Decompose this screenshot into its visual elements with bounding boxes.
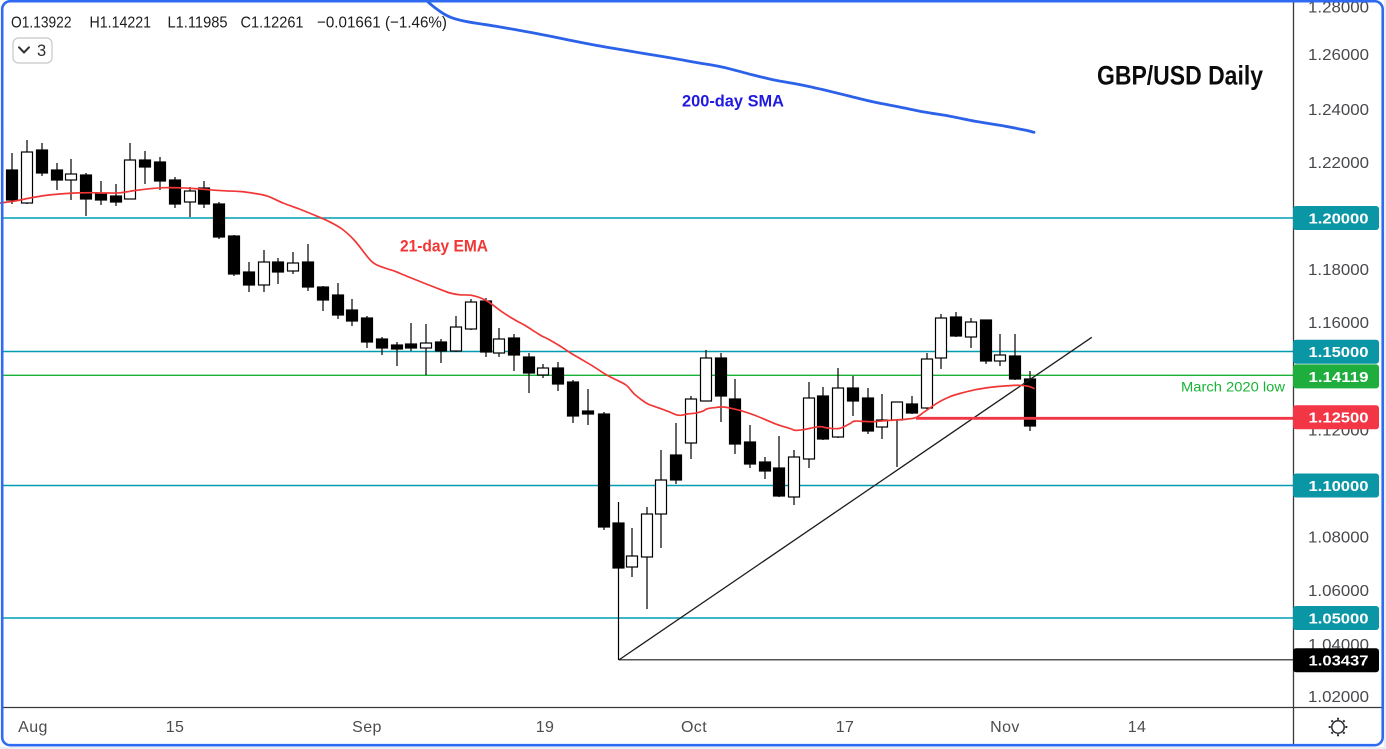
svg-text:Oct: Oct: [681, 719, 707, 736]
svg-text:1.02000: 1.02000: [1308, 689, 1369, 706]
svg-text:17: 17: [836, 719, 855, 736]
svg-text:19: 19: [536, 719, 555, 736]
svg-text:1.14119: 1.14119: [1309, 369, 1369, 386]
svg-text:1.22000: 1.22000: [1308, 155, 1369, 172]
svg-text:1.16000: 1.16000: [1308, 315, 1369, 332]
svg-text:21-day EMA: 21-day EMA: [400, 238, 488, 256]
svg-text:H1.14221: H1.14221: [90, 15, 152, 32]
svg-text:14: 14: [1128, 719, 1147, 736]
svg-text:C1.12261: C1.12261: [241, 15, 304, 32]
svg-text:GBP/USD Daily: GBP/USD Daily: [1097, 61, 1263, 91]
svg-text:3: 3: [37, 42, 46, 60]
svg-text:1.10000: 1.10000: [1309, 478, 1369, 495]
svg-text:1.26000: 1.26000: [1308, 47, 1369, 64]
svg-text:March 2020 low: March 2020 low: [1181, 379, 1286, 395]
svg-text:1.06000: 1.06000: [1308, 583, 1369, 600]
svg-text:1.05000: 1.05000: [1309, 610, 1369, 627]
svg-text:15: 15: [166, 719, 185, 736]
svg-text:1.24000: 1.24000: [1308, 102, 1369, 119]
svg-text:1.18000: 1.18000: [1308, 262, 1369, 279]
svg-text:1.28000: 1.28000: [1308, 0, 1369, 17]
svg-text:1.08000: 1.08000: [1308, 530, 1369, 547]
svg-text:Nov: Nov: [990, 719, 1020, 736]
svg-text:1.15000: 1.15000: [1309, 344, 1369, 361]
svg-text:Aug: Aug: [18, 719, 48, 736]
svg-text:1.03437: 1.03437: [1309, 653, 1369, 670]
svg-text:O1.13922: O1.13922: [11, 15, 72, 32]
svg-text:L1.11985: L1.11985: [168, 15, 228, 32]
svg-text:Sep: Sep: [352, 719, 382, 736]
svg-text:200-day SMA: 200-day SMA: [682, 92, 784, 111]
svg-text:−0.01661 (−1.46%): −0.01661 (−1.46%): [317, 15, 447, 32]
svg-text:1.20000: 1.20000: [1309, 210, 1369, 227]
svg-text:1.12500: 1.12500: [1309, 410, 1369, 427]
